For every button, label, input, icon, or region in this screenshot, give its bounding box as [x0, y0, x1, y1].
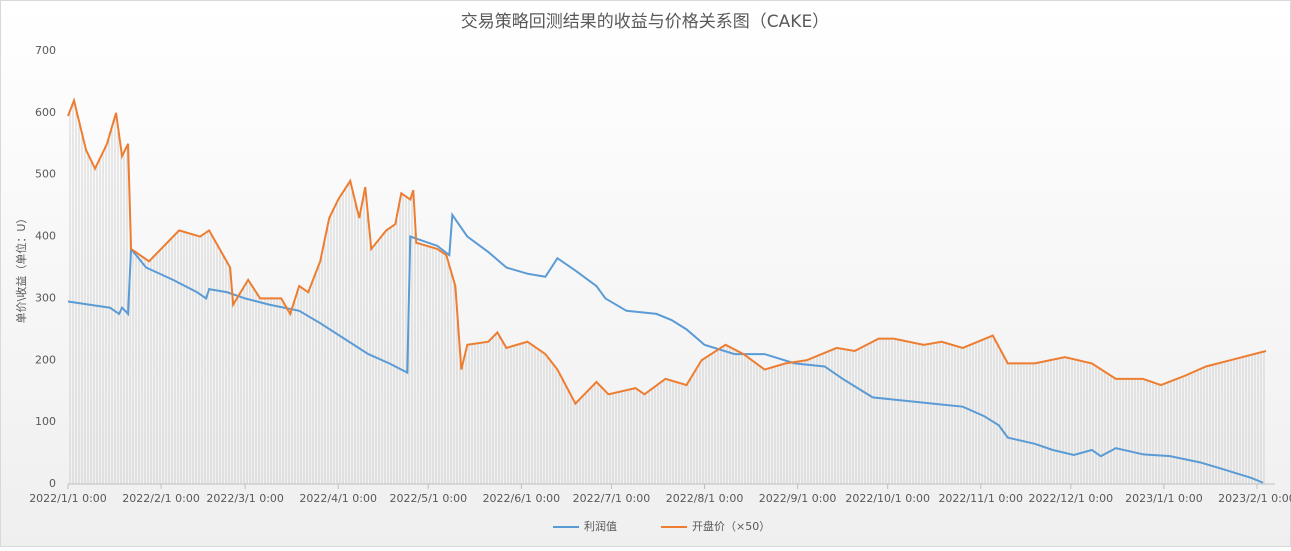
x-tick-label: 2022/5/1 0:00	[389, 492, 467, 505]
y-tick-label: 0	[49, 477, 56, 490]
x-tick-label: 2022/12/1 0:00	[1029, 492, 1114, 505]
hatch-area	[68, 100, 1266, 484]
x-tick-label: 2022/11/1 0:00	[938, 492, 1023, 505]
x-tick-label: 2022/9/1 0:00	[759, 492, 837, 505]
y-tick-label: 700	[35, 44, 56, 57]
y-tick-label: 100	[35, 415, 56, 428]
y-tick-label: 600	[35, 106, 56, 119]
x-tick-label: 2022/4/1 0:00	[299, 492, 377, 505]
x-tick-label: 2022/1/1 0:00	[29, 492, 107, 505]
series-line	[67, 212, 1264, 484]
x-tick-label: 2022/10/1 0:00	[845, 492, 930, 505]
y-tick-label: 200	[35, 353, 56, 366]
x-tick-label: 2023/2/1 0:00	[1218, 492, 1291, 505]
chart-title: 交易策略回测结果的收益与价格关系图（CAKE）	[461, 12, 829, 32]
x-tick-label: 2022/7/1 0:00	[573, 492, 651, 505]
series-line	[67, 97, 1267, 406]
x-tick-label: 2022/2/1 0:00	[122, 492, 200, 505]
y-axis-label: 单价\收益（单位：U）	[14, 213, 28, 324]
x-tick-label: 2022/8/1 0:00	[666, 492, 744, 505]
x-tick-label: 2022/3/1 0:00	[206, 492, 284, 505]
y-tick-label: 400	[35, 230, 56, 243]
x-tick-label: 2023/1/1 0:00	[1125, 492, 1203, 505]
x-tick-label: 2022/6/1 0:00	[483, 492, 561, 505]
legend-label: 利润值	[584, 519, 617, 533]
y-tick-label: 500	[35, 168, 56, 181]
y-tick-label: 300	[35, 291, 56, 304]
legend-label: 开盘价（×50）	[692, 519, 770, 533]
